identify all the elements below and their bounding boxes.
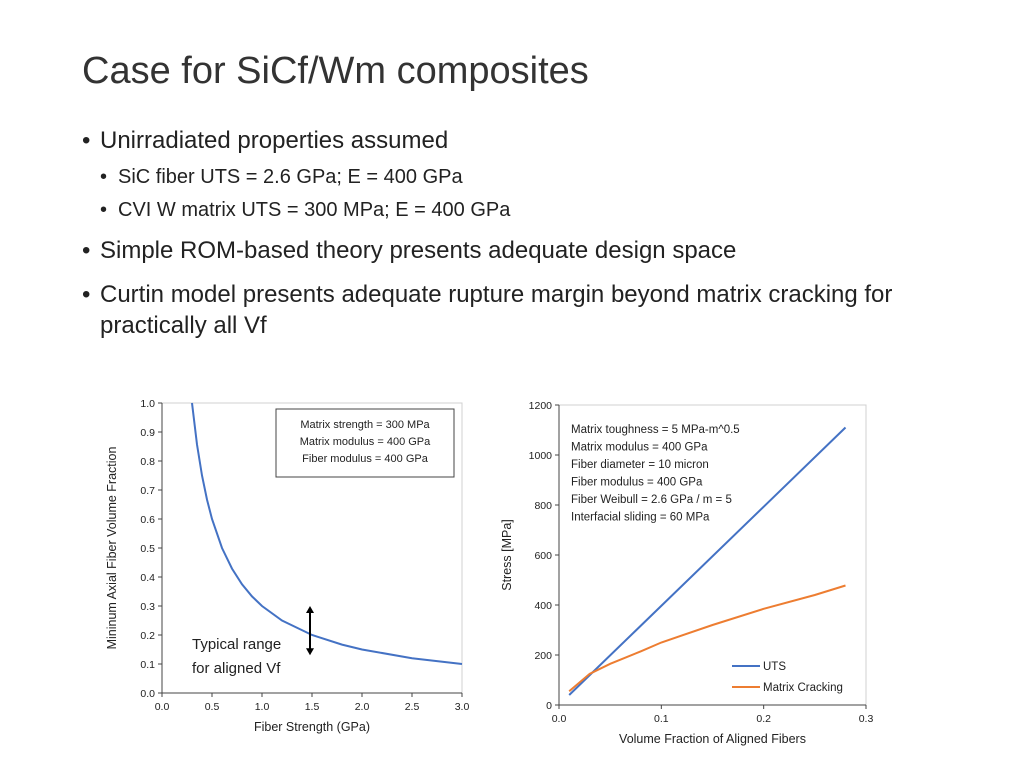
chart2-y-tick-label: 800 [534,500,552,512]
chart2-annotation-line: Interfacial sliding = 60 MPa [571,512,710,524]
chart2-x-tick-label: 0.2 [756,713,771,725]
chart2-annotation-line: Matrix modulus = 400 GPa [571,442,708,454]
chart2-y-tick-label: 1000 [529,450,553,462]
chart1-series-minimum-vf [191,402,463,665]
chart1-range-note: Typical range [192,636,281,653]
chart1-x-tick-label: 0.0 [155,701,170,713]
chart1-y-tick-label: 0.4 [140,572,155,584]
chart1-annotation-line: Matrix strength = 300 MPa [300,419,430,431]
sub-bullet-list: SiC fiber UTS = 2.6 GPa; E = 400 GPa CVI… [82,161,982,227]
chart1-x-tick-label: 0.5 [205,701,220,713]
chart1-y-tick-label: 0.2 [140,630,155,642]
chart1-y-tick-label: 0.0 [140,688,155,700]
chart1-x-tick-label: 1.0 [255,701,270,713]
chart-stress-vs-vf: 0 200 400 600 800 1000 1200 0.0 0.1 0.2 0.3 Volume … [489,388,885,752]
chart1-annotation-box [275,408,455,478]
chart1-x-tick-label: 2.5 [405,701,420,713]
chart1-x-tick-label: 1.5 [305,701,320,713]
chart-min-vf-svg: 0.0 0.1 0.2 0.3 0.4 0.5 0.6 0.7 0.8 0.9 1.0 0.0 0.5 1… [105,398,470,734]
chart1-y-tick-label: 0.3 [140,601,155,613]
chart-min-vf: 0.0 0.1 0.2 0.3 0.4 0.5 0.6 0.7 0.8 0.9 1.0 0.0 0.5 1… [100,392,480,742]
chart2-annotation-line: Fiber modulus = 400 GPa [571,477,703,489]
chart2-series-uts [568,426,847,696]
chart2-legend-label: UTS [763,661,786,673]
bullet-rom-theory: Simple ROM-based theory presents adequat… [82,235,982,266]
chart1-range-arrow-head-up [306,606,314,613]
chart1-y-axis-label: Mininum Axial Fiber Volume Fraction [105,447,119,650]
chart2-annotation-line: Matrix toughness = 5 MPa-m^0.5 [571,424,740,436]
chart2-x-tick-label: 0.0 [552,713,567,725]
chart1-y-tick-label: 0.9 [140,427,155,439]
chart1-range-arrow-head-down [306,648,314,656]
chart2-y-tick-label: 600 [534,550,552,562]
chart2-y-axis-label: Stress [MPa] [500,519,514,591]
chart1-x-tick-label: 3.0 [455,701,470,713]
sub-bullet-cvi-matrix: CVI W matrix UTS = 300 MPa; E = 400 GPa [82,194,982,227]
chart1-x-axis-label: Fiber Strength (GPa) [254,720,370,734]
chart1-annotation-line: Matrix modulus = 400 GPa [300,436,431,448]
bullet-unirradiated: Unirradiated properties assumed [82,125,982,156]
sub-bullet-sic-fiber: SiC fiber UTS = 2.6 GPa; E = 400 GPa [82,161,982,194]
chart1-y-tick-label: 1.0 [140,398,155,410]
chart2-y-tick-label: 400 [534,600,552,612]
chart2-y-tick-label: 0 [546,700,552,712]
chart2-y-tick-label: 200 [534,650,552,662]
chart1-y-tick-label: 0.8 [140,456,155,468]
chart1-y-tick-label: 0.5 [140,543,155,555]
chart1-annotation-line: Fiber modulus = 400 GPa [302,453,429,465]
chart2-x-axis-label: Volume Fraction of Aligned Fibers [619,732,806,746]
bullet-curtin-model: Curtin model presents adequate rupture m… [82,279,982,341]
slide-title: Case for SiCf/Wm composites [82,50,589,92]
chart2-annotation-line: Fiber diameter = 10 micron [571,459,709,471]
chart-stress-svg: 0 200 400 600 800 1000 1200 0.0 0.1 0.2 0.3 Volume … [500,400,874,746]
chart2-legend-label: Matrix Cracking [763,682,843,694]
bullet-list: Unirradiated properties assumed SiC fibe… [82,125,982,354]
chart1-range-note: for aligned Vf [192,660,281,677]
chart2-series-matrix-cracking [568,584,846,693]
chart2-x-tick-label: 0.3 [859,713,874,725]
chart1-y-tick-label: 0.6 [140,514,155,526]
chart2-x-tick-label: 0.1 [654,713,669,725]
chart1-y-tick-label: 0.7 [140,485,155,497]
chart1-y-tick-label: 0.1 [140,659,155,671]
chart2-y-tick-label: 1200 [529,400,553,412]
chart2-annotation-line: Fiber Weibull = 2.6 GPa / m = 5 [571,494,732,506]
chart1-x-tick-label: 2.0 [355,701,370,713]
